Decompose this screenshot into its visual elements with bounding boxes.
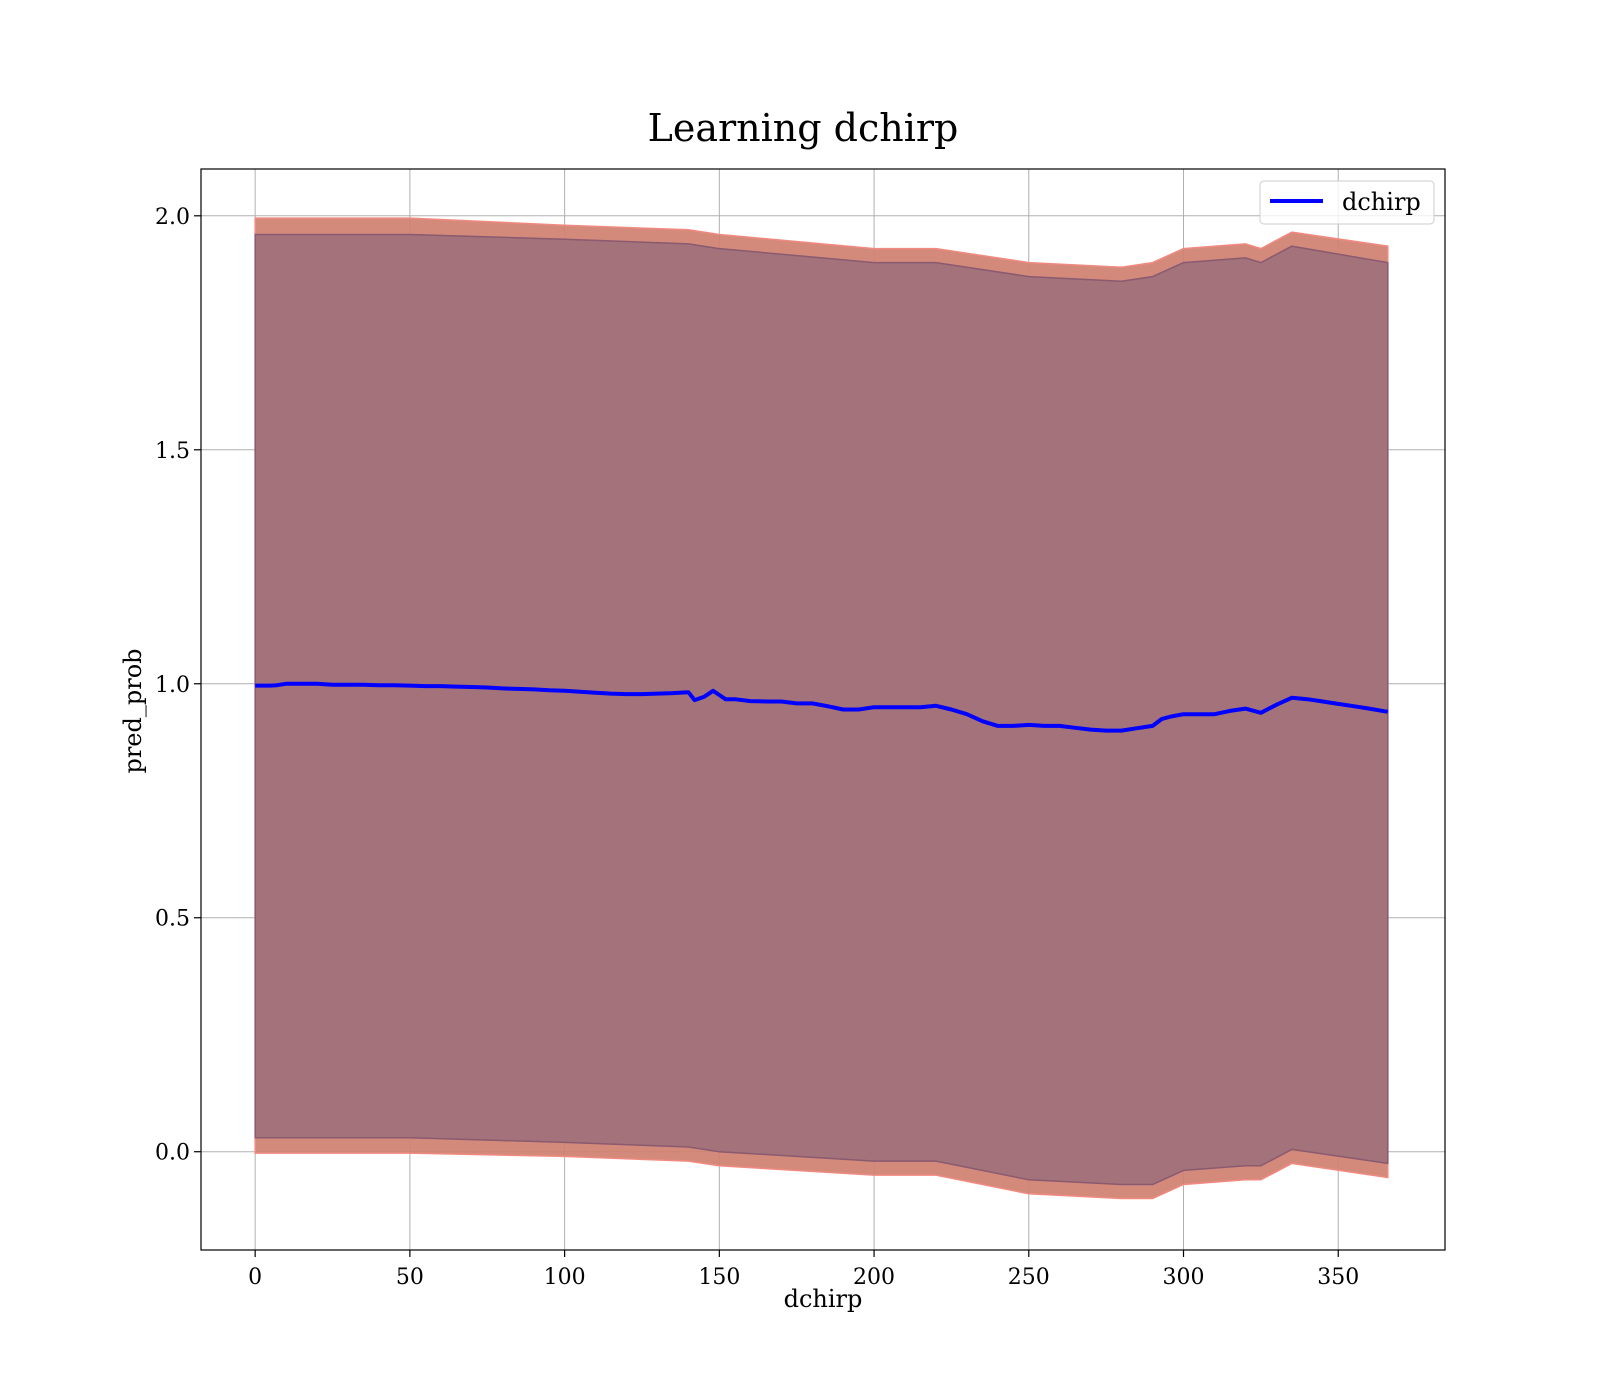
series-group — [255, 681, 1389, 733]
x-tick-label: 200 — [853, 1265, 895, 1290]
legend: dchirp — [1259, 180, 1435, 225]
confidence-band-2 — [254, 233, 1389, 1186]
x-tick-label: 100 — [544, 1265, 586, 1290]
y-tick-label: 1.0 — [155, 673, 190, 698]
series-line-dchirp — [255, 681, 1389, 733]
chart-title: Learning dchirp — [648, 106, 959, 150]
y-tick-label: 0.0 — [155, 1141, 190, 1166]
x-tick-label: 350 — [1317, 1265, 1359, 1290]
x-tick-label: 50 — [396, 1265, 424, 1290]
y-tick-label: 1.5 — [155, 439, 190, 464]
x-axis-label: dchirp — [784, 1285, 863, 1313]
y-axis-ticks: 0.0 0.5 1.0 1.5 2.0 — [155, 205, 201, 1166]
y-axis-label: pred_prob — [119, 648, 147, 773]
legend-box — [1259, 180, 1435, 225]
x-tick-label: 250 — [1008, 1265, 1050, 1290]
y-tick-label: 0.5 — [155, 907, 190, 932]
x-tick-label: 150 — [698, 1265, 740, 1290]
legend-label: dchirp — [1342, 188, 1421, 216]
plot-frame — [200, 168, 1446, 1251]
y-tick-label: 2.0 — [155, 205, 190, 230]
confidence-bands — [254, 217, 1389, 1200]
x-tick-label: 300 — [1163, 1265, 1205, 1290]
x-tick-label: 0 — [248, 1265, 262, 1290]
x-axis-ticks: 0 50 100 150 200 250 300 350 — [248, 1250, 1359, 1290]
